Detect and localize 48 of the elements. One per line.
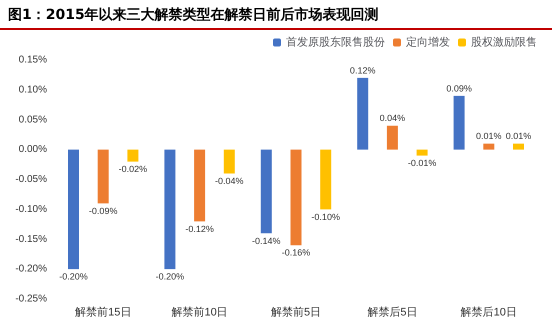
- bar: [290, 150, 302, 246]
- y-tick-label: -0.25%: [15, 294, 48, 304]
- data-label: 0.12%: [350, 65, 376, 76]
- bar: [357, 78, 368, 150]
- bar: [483, 144, 494, 150]
- data-label: -0.09%: [88, 206, 118, 216]
- x-tick-label: 解禁前5日: [270, 306, 322, 318]
- data-label: -0.16%: [282, 248, 310, 258]
- bar: [224, 150, 235, 174]
- data-label: -0.20%: [59, 272, 88, 282]
- x-tick-label: 解禁前15日: [75, 306, 132, 318]
- y-tick-label: -0.15%: [15, 234, 48, 245]
- legend-label: 股权激励限售: [471, 36, 537, 48]
- y-tick-label: -0.05%: [15, 174, 48, 185]
- y-tick-label: 0.15%: [18, 54, 48, 66]
- bar: [98, 150, 109, 204]
- bar: [68, 150, 79, 270]
- data-label: 0.04%: [380, 113, 406, 124]
- bar: [260, 150, 272, 234]
- bar: [513, 144, 524, 150]
- legend-label: 首发原股东限售股份: [286, 36, 385, 48]
- data-label: 0.09%: [446, 83, 472, 94]
- data-label: -0.20%: [156, 272, 184, 282]
- x-tick-label: 解禁后5日: [367, 306, 418, 318]
- x-tick-label: 解禁前10日: [171, 306, 228, 318]
- y-tick-label: 0.05%: [18, 114, 48, 126]
- bar: [386, 126, 398, 150]
- y-tick-label: -0.20%: [15, 264, 48, 275]
- data-label: -0.01%: [408, 158, 436, 168]
- y-tick-label: 0.10%: [18, 84, 48, 96]
- x-tick-label: 解禁后10日: [460, 306, 517, 318]
- legend-label: 定向增发: [406, 36, 450, 48]
- data-label: -0.14%: [252, 236, 281, 246]
- y-tick-label: -0.10%: [15, 204, 48, 215]
- data-label: -0.04%: [215, 176, 244, 186]
- data-label: -0.10%: [311, 212, 340, 222]
- bar: [194, 150, 206, 222]
- bar: [416, 150, 428, 156]
- chart-title: 图1：2015年以来三大解禁类型在解禁日前后市场表现回测: [0, 0, 552, 30]
- data-label: 0.01%: [476, 131, 502, 142]
- data-label: -0.02%: [118, 164, 148, 174]
- data-label: 0.01%: [506, 131, 532, 142]
- bar: [164, 150, 176, 270]
- y-tick-label: 0.00%: [18, 144, 48, 156]
- bar: [127, 150, 138, 162]
- bar: [454, 96, 465, 150]
- bar: [320, 150, 332, 210]
- data-label: -0.12%: [185, 224, 214, 234]
